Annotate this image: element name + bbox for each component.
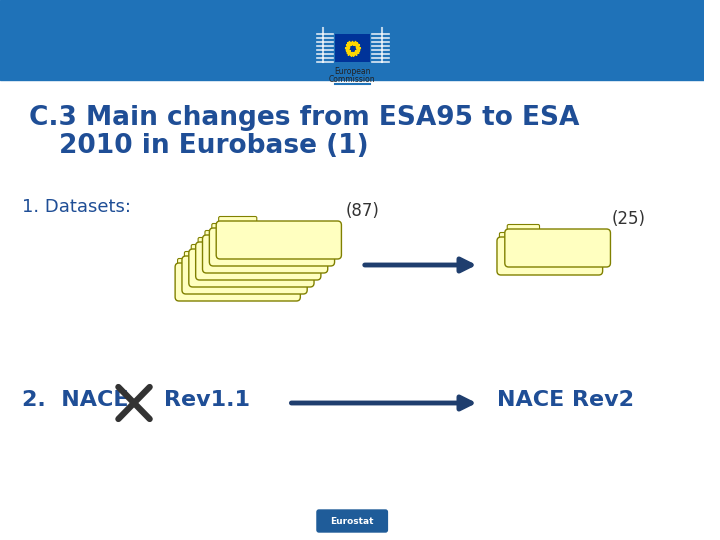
- Text: C.3 Main changes from ESA95 to ESA: C.3 Main changes from ESA95 to ESA: [30, 105, 580, 131]
- FancyBboxPatch shape: [500, 233, 531, 242]
- Bar: [0, 0, 704, 80]
- FancyBboxPatch shape: [205, 231, 243, 240]
- Text: 2.  NACE: 2. NACE: [22, 390, 128, 410]
- FancyBboxPatch shape: [184, 252, 222, 261]
- Text: (25): (25): [611, 210, 645, 228]
- FancyBboxPatch shape: [196, 242, 321, 280]
- Text: Data set: Data set: [211, 278, 264, 291]
- FancyBboxPatch shape: [210, 228, 335, 266]
- FancyBboxPatch shape: [198, 238, 236, 247]
- FancyBboxPatch shape: [508, 225, 539, 234]
- Text: NACE Rev2: NACE Rev2: [497, 390, 634, 410]
- FancyBboxPatch shape: [202, 235, 328, 273]
- Bar: [335, 34, 370, 62]
- FancyBboxPatch shape: [212, 224, 250, 233]
- FancyBboxPatch shape: [317, 510, 387, 532]
- FancyBboxPatch shape: [175, 263, 300, 301]
- FancyBboxPatch shape: [219, 217, 257, 226]
- FancyBboxPatch shape: [189, 249, 314, 287]
- FancyBboxPatch shape: [505, 229, 611, 267]
- Text: Data set: Data set: [523, 252, 577, 265]
- FancyBboxPatch shape: [216, 221, 341, 259]
- Text: European: European: [334, 67, 370, 76]
- Text: Rev1.1: Rev1.1: [164, 390, 251, 410]
- Text: 2010 in Eurobase (1): 2010 in Eurobase (1): [59, 133, 369, 159]
- Text: (87): (87): [346, 202, 379, 220]
- Text: Commission: Commission: [329, 75, 376, 84]
- FancyBboxPatch shape: [178, 259, 216, 268]
- Text: 1. Datasets:: 1. Datasets:: [22, 198, 130, 216]
- FancyBboxPatch shape: [497, 237, 603, 275]
- FancyBboxPatch shape: [182, 256, 307, 294]
- FancyBboxPatch shape: [192, 245, 230, 254]
- Text: Eurostat: Eurostat: [330, 516, 374, 525]
